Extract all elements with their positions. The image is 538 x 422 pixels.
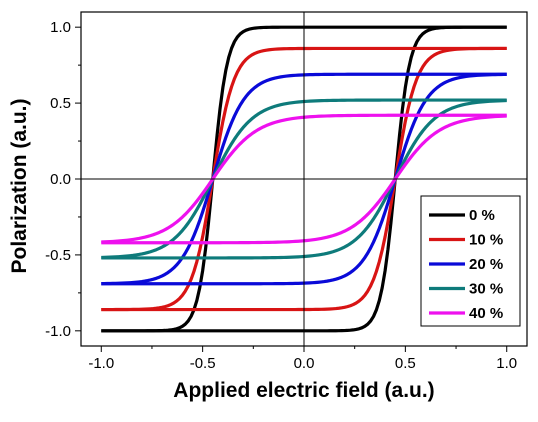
x-tick-label: -0.5: [190, 355, 216, 372]
y-tick-label: 0.0: [50, 171, 71, 188]
y-tick-label: -1.0: [45, 323, 71, 340]
legend-label: 0 %: [469, 207, 495, 224]
x-tick-label: 0.5: [395, 355, 416, 372]
legend-label: 30 %: [469, 281, 503, 298]
y-axis-title: Polarization (a.u.): [8, 98, 31, 273]
x-tick-label: -1.0: [88, 355, 114, 372]
y-tick-label: 0.5: [50, 95, 71, 112]
y-tick-label: 1.0: [50, 19, 71, 36]
axes: -1.0 -0.5 0.0 0.5 1.0 1.0 0.5 0.0 -0.5 -1.0: [45, 11, 528, 372]
x-tick-label: 0.0: [294, 355, 315, 372]
legend-label: 40 %: [469, 305, 503, 322]
x-axis-title: Applied electric field (a.u.): [173, 379, 434, 402]
legend-label: 20 %: [469, 256, 503, 273]
legend: 0 % 10 % 20 % 30 % 40 %: [420, 195, 521, 327]
y-tick-label: -0.5: [45, 247, 71, 264]
legend-box: [420, 195, 521, 327]
x-tick-label: 1.0: [496, 355, 517, 372]
legend-label: 10 %: [469, 232, 503, 249]
